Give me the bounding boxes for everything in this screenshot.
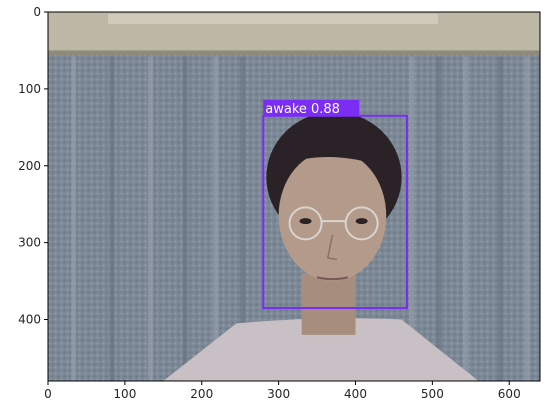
glasses-lens-left [288,206,323,241]
detection-layer: awake 0.88 [262,99,409,309]
x-tick-label: 200 [190,387,213,401]
curtain-fold [240,56,246,381]
neck [301,273,356,335]
curtain-fold [497,56,503,381]
axes-frame [47,11,541,382]
curtain-fold [182,56,188,381]
detection-label: awake 0.88 [265,102,340,117]
curtain-fold [147,56,153,381]
y-tick-label: 400 [18,313,41,327]
curtain-fold [409,56,415,381]
x-tick-label: 500 [421,387,444,401]
glasses-lens-right [344,206,379,241]
eye-right [355,218,368,225]
y-axis: 0 100 200 300 400 [18,5,48,327]
x-tick-label: 400 [344,387,367,401]
x-tick-label: 300 [267,387,290,401]
wall-highlight [108,14,438,24]
webcam-image [48,12,540,381]
x-axis: 0 100 200 300 400 500 600 [44,381,521,401]
face [278,150,387,282]
y-tick-label: 200 [18,159,41,173]
x-tick-label: 100 [113,387,136,401]
x-tick-label: 600 [498,387,521,401]
eye-left [299,218,312,225]
curtain-fold [71,56,77,381]
y-tick-label: 0 [33,5,41,19]
curtain-rod [48,50,540,56]
curtain-fold [524,56,530,381]
detection-label-bg [263,99,360,116]
curtain-fold [109,56,115,381]
y-tick-label: 300 [18,236,41,250]
shirt [163,318,479,381]
curtain-fold [436,56,442,381]
x-tick-label: 0 [44,387,52,401]
nose [326,234,338,261]
y-tick-label: 100 [18,82,41,96]
mouth [316,276,349,281]
curtain-fold [463,56,469,381]
curtain-fold [213,56,219,381]
fringe [278,147,391,170]
